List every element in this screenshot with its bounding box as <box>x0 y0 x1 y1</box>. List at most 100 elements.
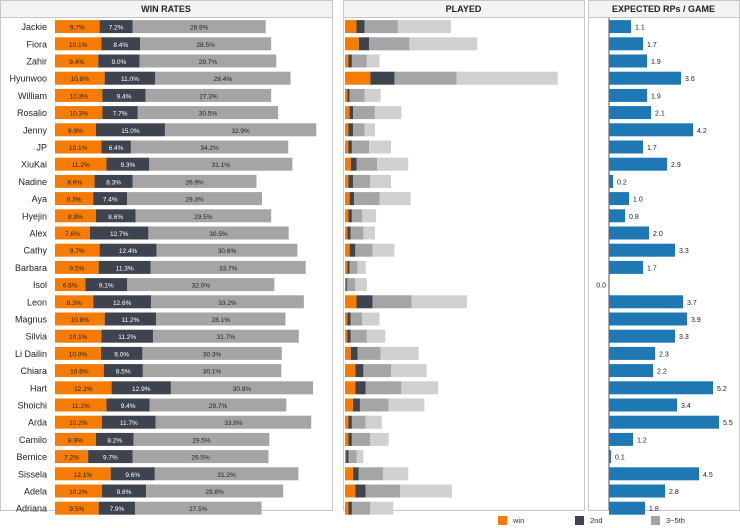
data-label: 10.0% <box>69 351 88 358</box>
bar-2nd <box>104 71 156 85</box>
data-label: 29.3% <box>185 197 204 204</box>
bar-35th <box>127 192 262 206</box>
played-bar-2nd <box>350 346 358 360</box>
data-label: 28.5% <box>196 42 215 49</box>
played-bar-win <box>345 467 354 481</box>
rp-bar <box>609 260 643 274</box>
bar-2nd <box>93 295 152 309</box>
bar-35th <box>135 209 272 223</box>
played-bar-35th <box>350 329 367 343</box>
played-bar-win <box>345 123 349 137</box>
data-label: 30.1% <box>203 369 222 376</box>
data-label: 9.7% <box>103 455 118 462</box>
rp-bar <box>609 364 653 378</box>
data-label: 12.3% <box>74 386 93 393</box>
bar-2nd <box>101 415 156 429</box>
data-label: 30.5% <box>209 231 228 238</box>
data-label: 30.3% <box>203 351 222 358</box>
played-bar-other <box>374 106 402 120</box>
played-bar-win <box>345 260 348 274</box>
played-bar-35th <box>351 415 366 429</box>
category-label: XiuKai <box>21 160 47 170</box>
rp-value-label: 2.9 <box>671 162 681 169</box>
category-label: Adriana <box>16 504 47 514</box>
data-label: 27.5% <box>189 506 208 513</box>
category-label: William <box>18 91 47 101</box>
category-label: Bernice <box>16 452 47 462</box>
data-label: 29.4% <box>214 76 233 83</box>
data-label: 8.5% <box>116 369 131 376</box>
bar-win <box>55 123 96 137</box>
data-label: 12.7% <box>110 231 129 238</box>
bar-win <box>55 37 102 51</box>
bar-win <box>55 71 105 85</box>
rp-value-label: 2.2 <box>657 369 667 376</box>
bar-2nd <box>89 226 149 240</box>
played-bar-win <box>345 501 349 515</box>
played-bar-35th <box>351 140 370 154</box>
bar-win <box>55 106 103 120</box>
played-bar-other <box>364 88 381 102</box>
category-label: Zahir <box>26 57 47 67</box>
rp-bar <box>609 140 643 154</box>
category-label: Shoichi <box>17 401 47 411</box>
played-bar-35th <box>350 226 364 240</box>
data-label: 8.3% <box>106 179 121 186</box>
category-label: Jenny <box>23 125 48 135</box>
rp-bar <box>609 381 713 395</box>
category-label: Isol <box>33 280 47 290</box>
bar-35th <box>145 88 272 102</box>
data-label: 11.2% <box>72 403 90 410</box>
data-label: 9.0% <box>112 59 127 66</box>
bar-2nd <box>95 123 165 137</box>
category-label: Li Dailin <box>15 349 47 359</box>
played-bar-2nd <box>349 192 355 206</box>
rp-bar <box>609 450 611 464</box>
rp-bar <box>609 432 633 446</box>
played-bar-win <box>345 157 351 171</box>
rp-bar <box>609 312 687 326</box>
played-bar-2nd <box>349 243 356 257</box>
rp-value-label: 0.1 <box>615 455 625 462</box>
data-label: 11.3% <box>116 265 134 272</box>
win-rates-header-bg <box>1 1 332 17</box>
played-bar-win <box>345 174 349 188</box>
bar-win <box>55 295 94 309</box>
expected-rp-title: EXPECTED RPs / GAME <box>612 4 715 14</box>
bar-win <box>55 192 94 206</box>
bar-2nd <box>106 398 150 412</box>
data-label: 10.8% <box>71 76 90 83</box>
data-label: 8.9% <box>68 437 83 444</box>
played-bar-2nd <box>346 278 348 292</box>
bar-35th <box>155 71 291 85</box>
played-bar-win <box>345 88 348 102</box>
played-bar-35th <box>365 484 401 498</box>
bar-win <box>55 243 100 257</box>
data-label: 9.7% <box>70 248 85 255</box>
bar-win <box>55 398 107 412</box>
played-bar-35th <box>394 71 457 85</box>
bar-win <box>55 329 102 343</box>
category-label: Arda <box>28 418 47 428</box>
bar-35th <box>135 501 262 515</box>
played-bar-win <box>345 364 356 378</box>
rp-value-label: 4.2 <box>697 128 707 135</box>
data-label: 10.2% <box>69 489 88 496</box>
data-label: 29.7% <box>209 403 228 410</box>
bar-35th <box>142 346 282 360</box>
played-bar-win <box>345 37 359 51</box>
data-label: 8.4% <box>113 42 128 49</box>
data-label: 34.2% <box>200 145 219 152</box>
played-bar-35th <box>359 398 389 412</box>
category-label: JP <box>36 143 47 153</box>
rp-value-label: 1.9 <box>651 93 661 100</box>
played-bar-other <box>370 501 394 515</box>
rp-bar <box>609 329 675 343</box>
data-label: 29.5% <box>194 214 213 221</box>
data-label: 7.4% <box>103 197 118 204</box>
played-bar-2nd <box>347 329 351 343</box>
data-label: 9.5% <box>69 506 84 513</box>
played-bar-2nd <box>358 37 370 51</box>
rp-bar <box>609 415 719 429</box>
played-panel-frame <box>343 0 585 511</box>
